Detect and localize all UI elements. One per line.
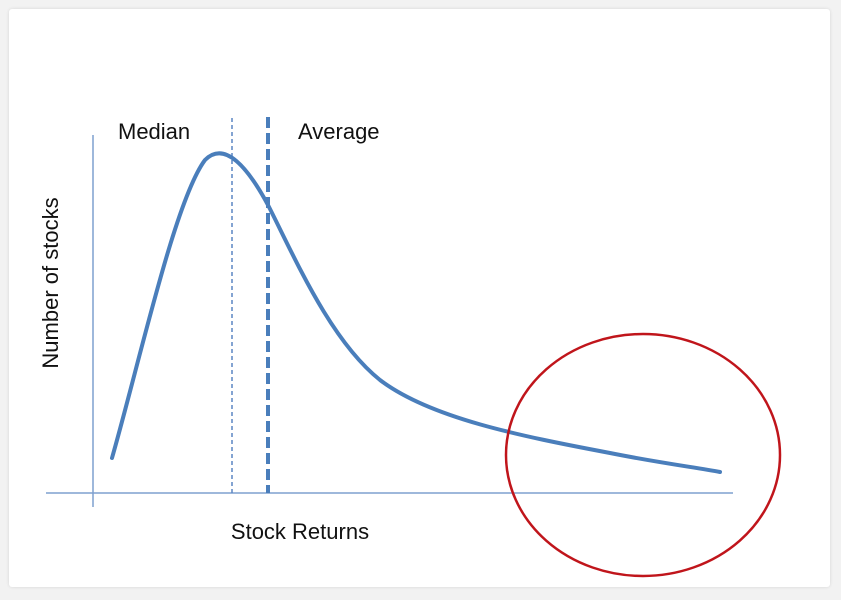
distribution-curve	[110, 151, 722, 474]
average-label: Average	[298, 119, 380, 144]
median-label: Median	[118, 119, 190, 144]
y-axis-label: Number of stocks	[38, 197, 63, 368]
x-axis-label: Stock Returns	[231, 519, 369, 544]
highlight-circle	[504, 332, 782, 578]
figure-card	[9, 9, 830, 587]
